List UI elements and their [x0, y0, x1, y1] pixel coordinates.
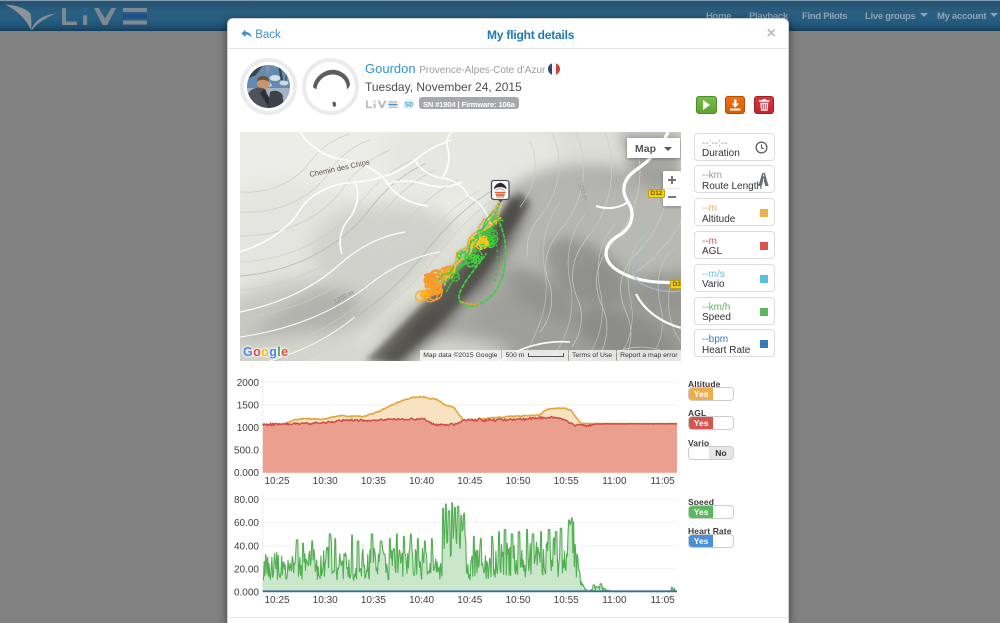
svg-text:SD: SD — [405, 101, 414, 108]
